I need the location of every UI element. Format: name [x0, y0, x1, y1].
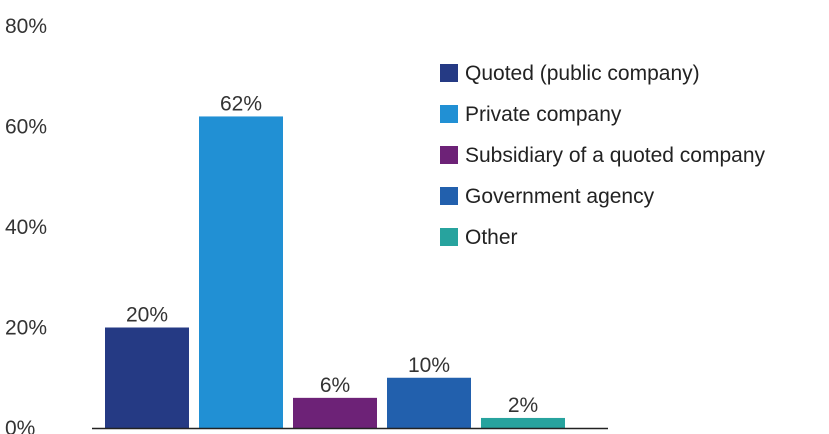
- legend-item: Subsidiary of a quoted company: [440, 144, 766, 167]
- legend-swatch: [440, 146, 458, 164]
- legend-swatch: [440, 105, 458, 123]
- data-label: 20%: [126, 304, 168, 327]
- bar: [105, 327, 189, 428]
- y-tick-label: 60%: [5, 116, 47, 139]
- y-tick-label: 40%: [5, 216, 47, 239]
- bars: [105, 116, 565, 428]
- data-label: 62%: [220, 92, 262, 115]
- legend-label: Subsidiary of a quoted company: [465, 144, 766, 167]
- legend-swatch: [440, 187, 458, 205]
- bar: [387, 377, 471, 428]
- data-label: 6%: [320, 374, 350, 397]
- legend-swatch: [440, 64, 458, 82]
- bar: [293, 397, 377, 428]
- legend-label: Government agency: [465, 185, 655, 208]
- y-axis: 0% 20% 40% 60% 80%: [5, 15, 47, 434]
- y-tick-label: 0%: [5, 417, 35, 434]
- legend-item: Private company: [440, 103, 622, 126]
- y-tick-label: 80%: [5, 15, 47, 38]
- legend-item: Quoted (public company): [440, 62, 700, 85]
- legend-item: Government agency: [440, 185, 655, 208]
- data-label: 10%: [408, 354, 450, 377]
- data-label: 2%: [508, 394, 538, 417]
- legend-label: Private company: [465, 103, 622, 126]
- legend-item: Other: [440, 226, 518, 249]
- legend: Quoted (public company) Private company Su…: [440, 62, 766, 249]
- legend-swatch: [440, 228, 458, 246]
- data-labels: 20% 62% 6% 10% 2%: [126, 92, 538, 417]
- legend-label: Other: [465, 226, 518, 249]
- legend-label: Quoted (public company): [465, 62, 700, 85]
- y-tick-label: 20%: [5, 317, 47, 340]
- bar: [481, 417, 565, 428]
- bar: [199, 116, 283, 428]
